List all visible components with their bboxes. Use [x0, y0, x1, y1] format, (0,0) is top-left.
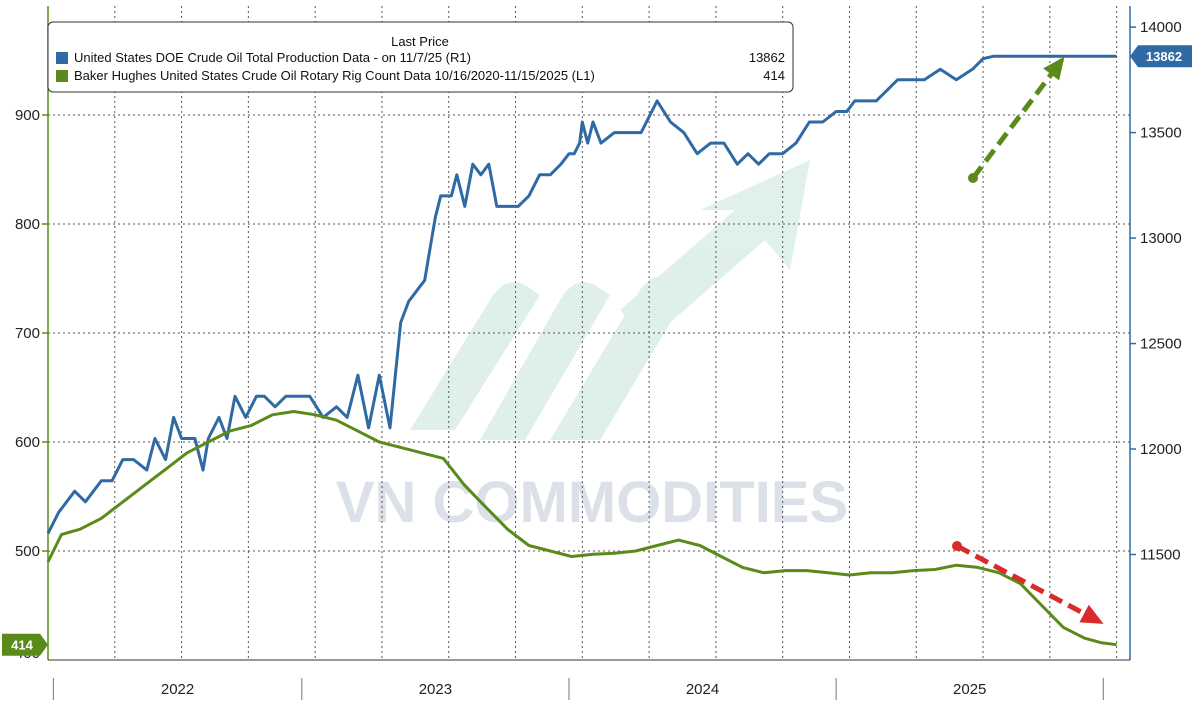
left-tick-label: 800 — [15, 216, 40, 233]
down-trend-arrow-head — [1079, 604, 1104, 624]
legend-swatch — [56, 52, 68, 64]
watermark-text: VN COMMODITIES — [336, 470, 848, 535]
x-tick-label: 2024 — [686, 681, 719, 698]
left-tick-label: 600 — [15, 434, 40, 451]
watermark-arrow — [620, 160, 810, 340]
right-tick-label: 13500 — [1140, 125, 1182, 142]
x-tick-label: 2025 — [953, 681, 986, 698]
left-last-value-text: 414 — [11, 638, 33, 653]
legend-entry-label: Baker Hughes United States Crude Oil Rot… — [74, 68, 595, 83]
right-tick-label: 11500 — [1140, 547, 1181, 564]
right-tick-label: 14000 — [1140, 19, 1182, 36]
legend-swatch — [56, 70, 68, 82]
down-trend-arrow-shaft — [955, 543, 1102, 625]
x-tick-label: 2023 — [419, 681, 452, 698]
right-last-value-text: 13862 — [1146, 49, 1182, 64]
up-trend-arrow-shaft — [971, 58, 1064, 180]
legend-title: Last Price — [391, 34, 449, 49]
left-tick-label: 500 — [15, 543, 40, 560]
left-tick-label: 700 — [15, 325, 40, 342]
up-trend-arrow-head — [1043, 56, 1065, 81]
watermark-stroke-0 — [410, 282, 540, 430]
left-last-value-badge — [2, 633, 48, 656]
legend-entry-label: United States DOE Crude Oil Total Produc… — [74, 50, 471, 65]
up-trend-arrow — [968, 56, 1065, 183]
x-tick-label: 2022 — [161, 681, 194, 698]
right-tick-label: 12000 — [1140, 441, 1182, 458]
legend-entry-value: 414 — [763, 68, 785, 83]
legend-entry-value: 13862 — [749, 50, 785, 65]
down-trend-arrow — [952, 541, 1104, 625]
watermark-stroke-1 — [480, 282, 610, 440]
right-tick-label: 13000 — [1140, 230, 1182, 247]
left-tick-label: 900 — [15, 107, 40, 124]
watermark: VN COMMODITIES — [336, 160, 848, 535]
right-tick-label: 12500 — [1140, 336, 1182, 353]
legend-box — [47, 21, 794, 93]
right-last-value-badge — [1130, 45, 1192, 68]
rig-count-series-line — [46, 410, 1117, 647]
